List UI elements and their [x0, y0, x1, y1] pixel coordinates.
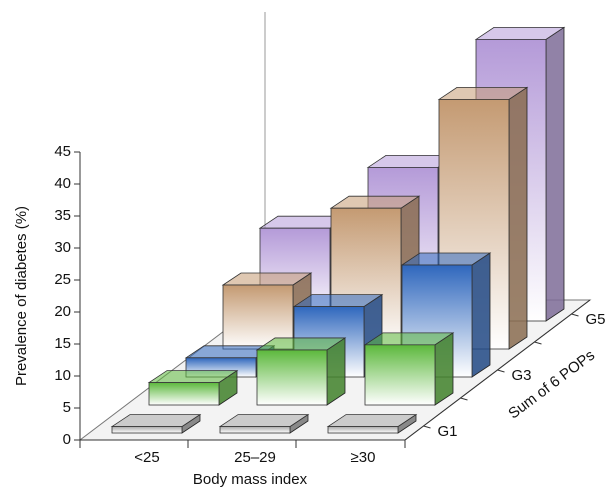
bar-front	[364, 344, 436, 406]
y-tick-label: 10	[54, 367, 71, 384]
z-tick	[423, 425, 431, 429]
bar-front	[327, 426, 399, 434]
bar-front	[256, 349, 328, 406]
y-axis-label: Prevalence of diabetes (%)	[13, 206, 30, 386]
y-tick-label: 25	[54, 271, 71, 288]
y-tick-label: 40	[54, 175, 71, 192]
x-tick-label: ≥30	[351, 449, 376, 466]
z-axis-label: Sum of 6 POPs	[505, 347, 598, 423]
bar	[147, 369, 239, 406]
z-tick-label: G1	[438, 423, 458, 440]
y-tick-label: 15	[54, 335, 71, 352]
z-tick	[534, 341, 542, 345]
bar-side	[508, 86, 528, 350]
z-tick-label: G3	[512, 367, 532, 384]
y-tick-label: 20	[54, 303, 71, 320]
bar	[255, 337, 347, 406]
z-tick	[571, 313, 579, 317]
x-tick-label: 25–29	[234, 449, 276, 466]
x-tick-label: <25	[134, 449, 159, 466]
y-tick-label: 35	[54, 207, 71, 224]
y-tick-label: 0	[63, 431, 71, 448]
x-axis-label: Body mass index	[193, 471, 308, 488]
bar-side	[471, 252, 491, 378]
z-tick-label: G5	[586, 311, 606, 328]
z-tick	[497, 369, 505, 373]
bar-front	[219, 426, 291, 434]
bar	[363, 332, 455, 406]
bar-front	[111, 426, 183, 434]
bar	[110, 413, 202, 434]
bar	[326, 413, 418, 434]
bar-front	[148, 382, 220, 406]
y-tick-label: 5	[63, 399, 71, 416]
bar-side	[434, 332, 454, 406]
z-tick	[460, 397, 468, 401]
y-tick-label: 45	[54, 143, 71, 160]
bar	[218, 413, 310, 434]
y-tick-label: 30	[54, 239, 71, 256]
bar-side	[545, 26, 565, 322]
